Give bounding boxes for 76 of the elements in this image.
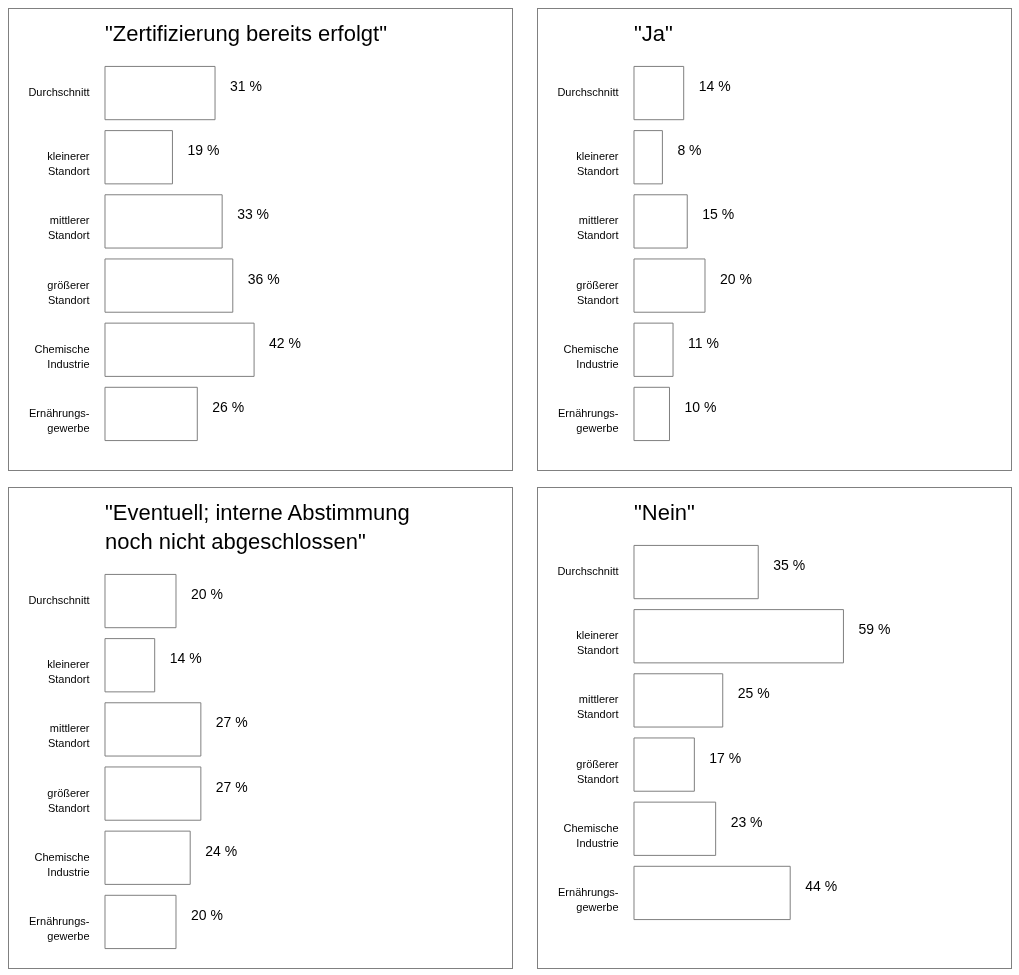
bar (633, 130, 663, 185)
y-tick-label: Chemische Industrie (34, 342, 90, 370)
y-tick-label: mittlerer Standort (47, 722, 90, 750)
chart-title: "Zertifizierung bereits erfolgt" (105, 21, 387, 47)
bar (104, 573, 177, 629)
bar (104, 894, 177, 950)
data-label: 35 % (773, 557, 806, 574)
data-label: 15 % (702, 206, 735, 223)
bar (104, 702, 202, 757)
bar (104, 194, 223, 249)
data-label: 20 % (719, 270, 752, 287)
data-label: 36 % (247, 270, 280, 287)
y-tick-label: größerer Standort (576, 278, 619, 306)
data-label: 10 % (684, 398, 717, 415)
bar (104, 386, 198, 442)
y-tick-label: Durchschnitt (28, 86, 90, 99)
data-label: 24 % (205, 842, 238, 859)
bar (633, 322, 674, 377)
bar (633, 258, 706, 313)
y-tick-label: kleinerer Standort (47, 150, 90, 178)
bar (104, 322, 255, 377)
y-tick-label: Ernährungs- gewerbe (29, 914, 90, 942)
chart-title: "Ja" (634, 21, 673, 47)
y-tick-label: größerer Standort (576, 757, 619, 785)
data-label: 20 % (190, 906, 223, 923)
data-label: 8 % (677, 142, 702, 159)
data-label: 59 % (858, 621, 891, 638)
data-label: 25 % (737, 685, 770, 702)
y-tick-label: größerer Standort (47, 786, 90, 814)
chart-title: "Nein" (634, 500, 695, 526)
bar (104, 65, 216, 121)
y-tick-label: kleinerer Standort (576, 150, 619, 178)
bar (633, 544, 759, 600)
bar (633, 865, 791, 921)
y-tick-label: Durchschnitt (28, 594, 90, 607)
y-tick-label: größerer Standort (47, 278, 90, 306)
y-tick-label: Durchschnitt (557, 565, 619, 578)
data-label: 20 % (190, 586, 223, 603)
bar (633, 194, 688, 249)
data-label: 27 % (215, 714, 248, 731)
data-label: 31 % (230, 78, 262, 95)
data-label: 19 % (187, 142, 220, 159)
y-tick-label: mittlerer Standort (576, 693, 619, 721)
bar (633, 737, 695, 792)
y-tick-label: Ernährungs- gewerbe (558, 885, 619, 913)
y-tick-label: kleinerer Standort (47, 658, 90, 686)
bar (633, 801, 717, 856)
text: "Eventuell; interne Abstimmung noch nicht abgeschlossen" (105, 500, 410, 555)
y-tick-label: kleinerer Standort (576, 629, 619, 657)
bar (633, 386, 670, 442)
data-label: 26 % (212, 398, 245, 415)
bar (104, 130, 173, 185)
bar (633, 65, 685, 121)
bar (104, 638, 156, 693)
y-tick-label: Ernährungs- gewerbe (558, 406, 619, 434)
data-label: 44 % (805, 877, 838, 894)
bar (104, 830, 191, 885)
data-label: 42 % (269, 334, 301, 351)
y-tick-label: Chemische Industrie (563, 342, 619, 370)
bar (104, 258, 234, 313)
y-tick-label: mittlerer Standort (47, 214, 90, 242)
y-tick-label: Ernährungs- gewerbe (29, 406, 90, 434)
bar (633, 609, 844, 664)
data-label: 14 % (698, 78, 731, 95)
y-tick-label: Durchschnitt (557, 86, 619, 99)
data-label: 33 % (237, 206, 270, 223)
y-tick-label: mittlerer Standort (576, 214, 619, 242)
data-label: 27 % (215, 778, 248, 795)
y-tick-label: Chemische Industrie (563, 821, 619, 849)
bar (633, 673, 724, 728)
y-tick-label: Chemische Industrie (34, 850, 90, 878)
bar (104, 766, 202, 821)
data-label: 14 % (169, 650, 202, 667)
data-label: 11 % (688, 334, 719, 351)
data-label: 17 % (709, 749, 742, 766)
data-label: 23 % (730, 813, 763, 830)
